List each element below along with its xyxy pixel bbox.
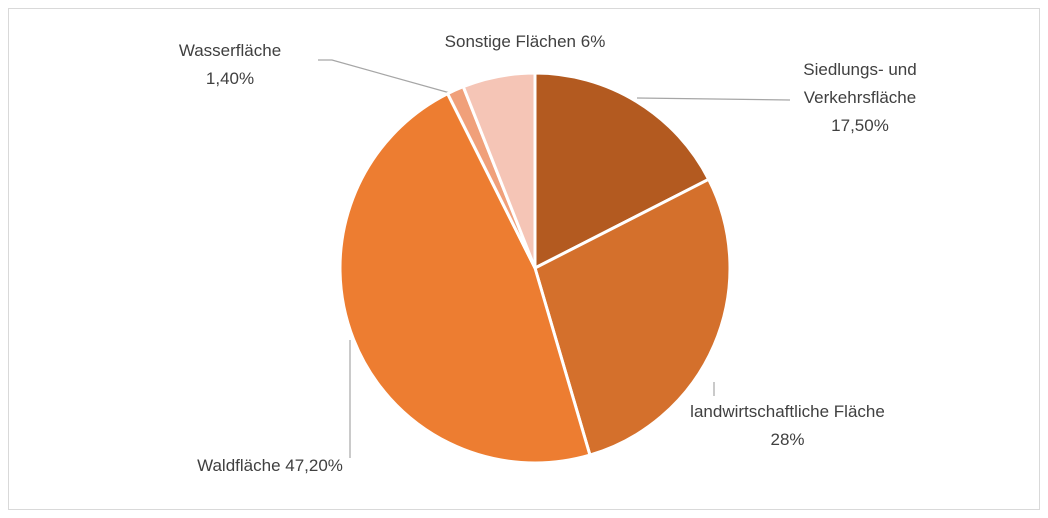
category-label: landwirtschaftliche Fläche xyxy=(690,402,885,421)
category-label: Wasserfläche xyxy=(178,41,282,60)
data-label: Wasserfläche 1,40% xyxy=(160,37,300,93)
value-label: 47,20% xyxy=(285,456,343,475)
value-label: 28% xyxy=(770,430,805,449)
value-label: 6% xyxy=(580,32,606,51)
value-label: 17,50% xyxy=(831,116,889,135)
data-label: landwirtschaftliche Fläche 28% xyxy=(690,398,885,454)
pie-slice xyxy=(533,177,732,457)
value-label: 1,40% xyxy=(205,69,255,88)
pie-slice xyxy=(461,71,537,270)
category-label: Waldfläche xyxy=(197,456,281,475)
data-label: Sonstige Flächen 6% xyxy=(400,28,650,56)
data-label: Siedlungs- und Verkehrsfläche 17,50% xyxy=(780,56,940,140)
leader-lines xyxy=(318,59,791,458)
pie-slice xyxy=(533,71,711,270)
pie-slice xyxy=(338,92,592,465)
data-label: Waldfläche 47,20% xyxy=(160,452,380,480)
category-label: Sonstige Flächen xyxy=(444,32,577,51)
leader-line xyxy=(318,59,451,94)
leader-line xyxy=(636,97,791,101)
category-label: Siedlungs- und Verkehrsfläche xyxy=(803,60,917,107)
